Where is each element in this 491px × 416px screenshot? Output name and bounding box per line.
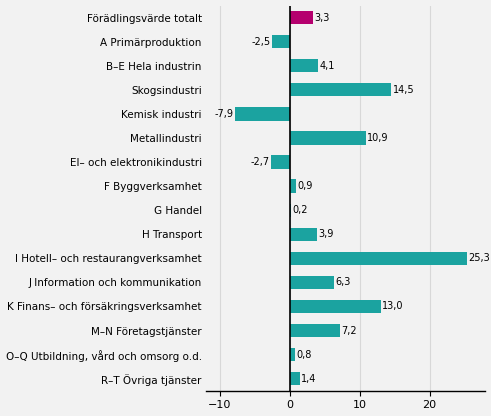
Text: 0,8: 0,8 [297, 349, 312, 359]
Bar [290, 300, 381, 313]
Text: 3,9: 3,9 [318, 229, 334, 239]
Bar [271, 156, 290, 168]
Text: -2,7: -2,7 [250, 157, 270, 167]
Bar [290, 324, 340, 337]
Text: 13,0: 13,0 [382, 302, 404, 312]
Text: -2,5: -2,5 [252, 37, 271, 47]
Bar [290, 372, 300, 385]
Bar [290, 83, 391, 97]
Text: 0,9: 0,9 [298, 181, 313, 191]
Bar [290, 203, 291, 217]
Bar [290, 179, 296, 193]
Text: 25,3: 25,3 [468, 253, 490, 263]
Text: 10,9: 10,9 [367, 133, 389, 143]
Bar [290, 59, 318, 72]
Bar [290, 131, 366, 145]
Bar [290, 228, 317, 241]
Text: 3,3: 3,3 [314, 12, 329, 22]
Bar [290, 252, 466, 265]
Text: 1,4: 1,4 [301, 374, 316, 384]
Bar [290, 348, 295, 361]
Bar [290, 276, 334, 289]
Text: 6,3: 6,3 [335, 277, 351, 287]
Bar [235, 107, 290, 121]
Text: 0,2: 0,2 [293, 205, 308, 215]
Text: 7,2: 7,2 [341, 326, 357, 336]
Text: -7,9: -7,9 [214, 109, 233, 119]
Text: 14,5: 14,5 [392, 85, 414, 95]
Bar [272, 35, 290, 48]
Text: 4,1: 4,1 [320, 61, 335, 71]
Bar [290, 11, 313, 24]
